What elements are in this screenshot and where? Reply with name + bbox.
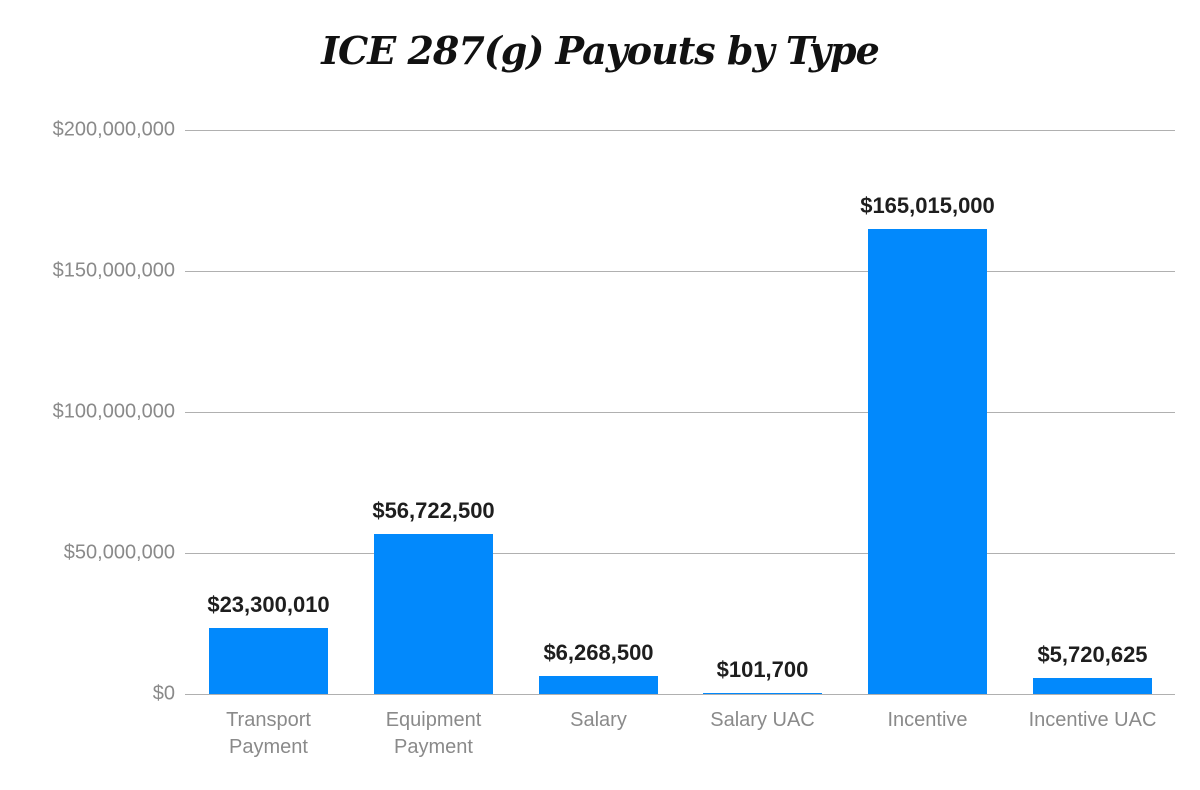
y-tick-label: $150,000,000	[52, 259, 175, 282]
bar-salary-uac	[703, 693, 822, 694]
x-tick-label-line: Salary UAC	[710, 709, 815, 731]
gridline	[185, 130, 1175, 131]
x-tick-label: Incentive	[843, 707, 1013, 734]
y-tick-label: $50,000,000	[63, 541, 175, 564]
gridline	[185, 412, 1175, 413]
value-label: $101,700	[716, 657, 809, 682]
value-label: $165,015,000	[860, 192, 995, 218]
x-tick-label: Incentive UAC	[1008, 707, 1178, 734]
chart-title: ICE 287(g) Payouts by Type	[321, 28, 880, 73]
x-tick-label-line: Salary	[570, 709, 627, 731]
gridline	[185, 271, 1175, 272]
y-tick-label: $100,000,000	[52, 400, 175, 423]
bar-transport-payment	[209, 628, 328, 694]
value-label: $6,268,500	[543, 640, 654, 666]
y-tick-label: $200,000,000	[52, 118, 175, 141]
x-tick-label: Equipment Payment	[349, 707, 519, 761]
bar-equipment-payment	[374, 534, 493, 694]
x-tick-label-line: Payment	[229, 736, 308, 758]
x-tick-label-line: Payment	[394, 736, 473, 758]
x-tick-label: Transport Payment	[184, 707, 354, 761]
value-label: $23,300,010	[207, 592, 330, 618]
gridline	[185, 553, 1175, 554]
x-tick-label-line: Incentive UAC	[1028, 709, 1157, 731]
value-label: $56,722,500	[372, 498, 495, 524]
x-tick-label: Salary	[514, 707, 684, 734]
value-label: $5,720,625	[1037, 641, 1148, 667]
x-tick-label: Salary UAC	[678, 707, 848, 734]
x-tick-label-line: Equipment	[385, 709, 482, 731]
bar-salary	[539, 676, 658, 694]
x-tick-label-line: Transport	[226, 709, 311, 731]
x-tick-label-line: Incentive	[887, 709, 968, 731]
gridline	[185, 694, 1175, 695]
bar-incentive	[868, 228, 987, 694]
y-tick-label: $0	[152, 682, 175, 705]
bar-incentive-uac	[1033, 677, 1152, 694]
